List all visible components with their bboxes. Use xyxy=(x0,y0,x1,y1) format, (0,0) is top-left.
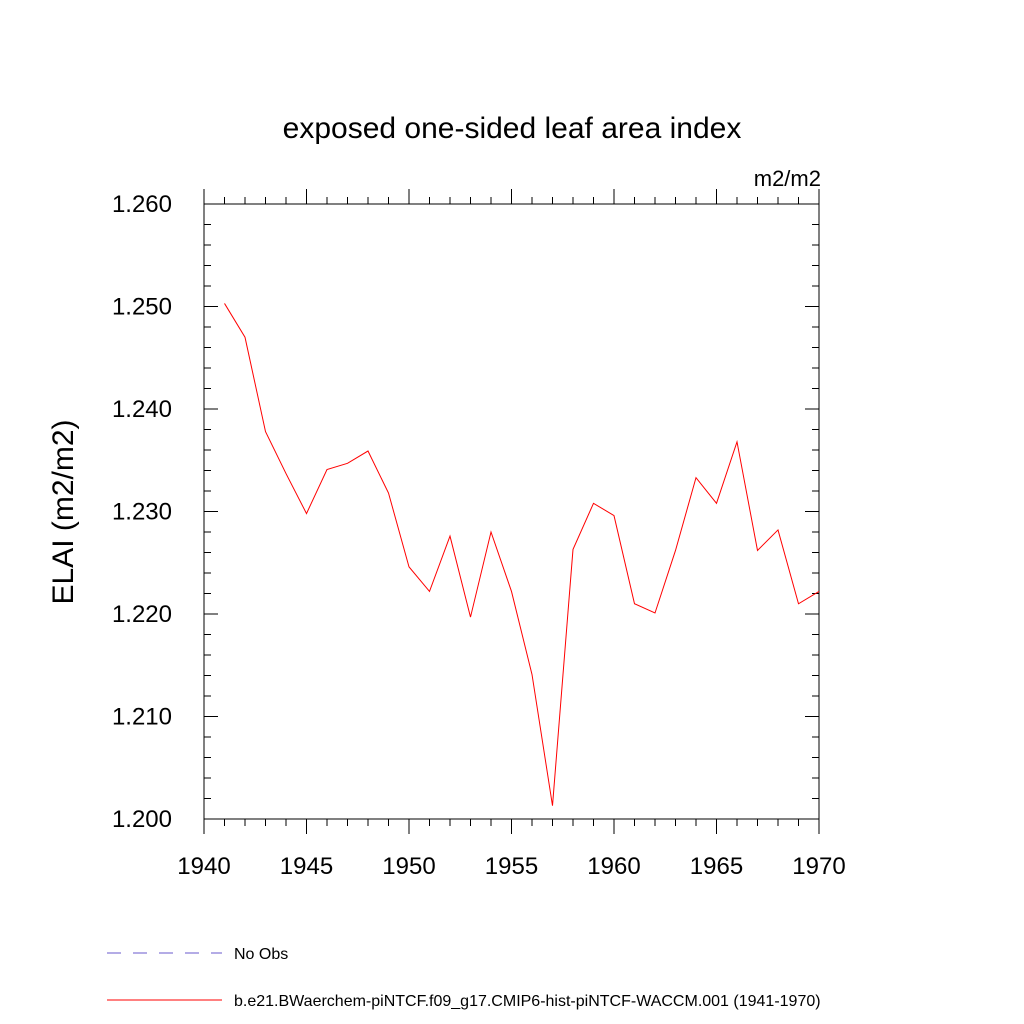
y-tick-label: 1.230 xyxy=(112,499,172,526)
x-tick-label: 1940 xyxy=(177,853,230,880)
legend-entry-0: b.e21.BWaerchem-piNTCF.f09_g17.CMIP6-his… xyxy=(234,993,821,1010)
y-tick-label: 1.210 xyxy=(112,704,172,731)
axis-ticks xyxy=(203,189,820,834)
y-tick-label: 1.220 xyxy=(112,601,172,628)
y-tick-label: 1.260 xyxy=(112,191,172,218)
x-tick-label: 1960 xyxy=(587,853,640,880)
y-tick-label: 1.240 xyxy=(112,396,172,423)
y-tick-label: 1.250 xyxy=(112,294,172,321)
x-tick-label: 1970 xyxy=(792,853,845,880)
units-label: m2/m2 xyxy=(754,166,821,191)
legend: No Obs b.e21.BWaerchem-piNTCF.f09_g17.CMI… xyxy=(107,946,821,1010)
legend-entry-1: No Obs xyxy=(234,946,288,963)
x-tick-label: 1965 xyxy=(690,853,743,880)
chart-title: exposed one-sided leaf area index xyxy=(283,112,742,145)
series-layer xyxy=(224,303,820,806)
plot-frame xyxy=(203,203,820,820)
x-tick-label: 1955 xyxy=(485,853,538,880)
x-tick-label: 1950 xyxy=(382,853,435,880)
y-axis-label: ELAI (m2/m2) xyxy=(47,419,80,604)
tick-labels: 1940 1945 1950 1955 1960 1965 1970 1.200 1.210 1.… xyxy=(112,191,846,880)
x-tick-label: 1945 xyxy=(280,853,333,880)
y-tick-label: 1.200 xyxy=(112,806,172,833)
series-line-0 xyxy=(224,303,820,806)
